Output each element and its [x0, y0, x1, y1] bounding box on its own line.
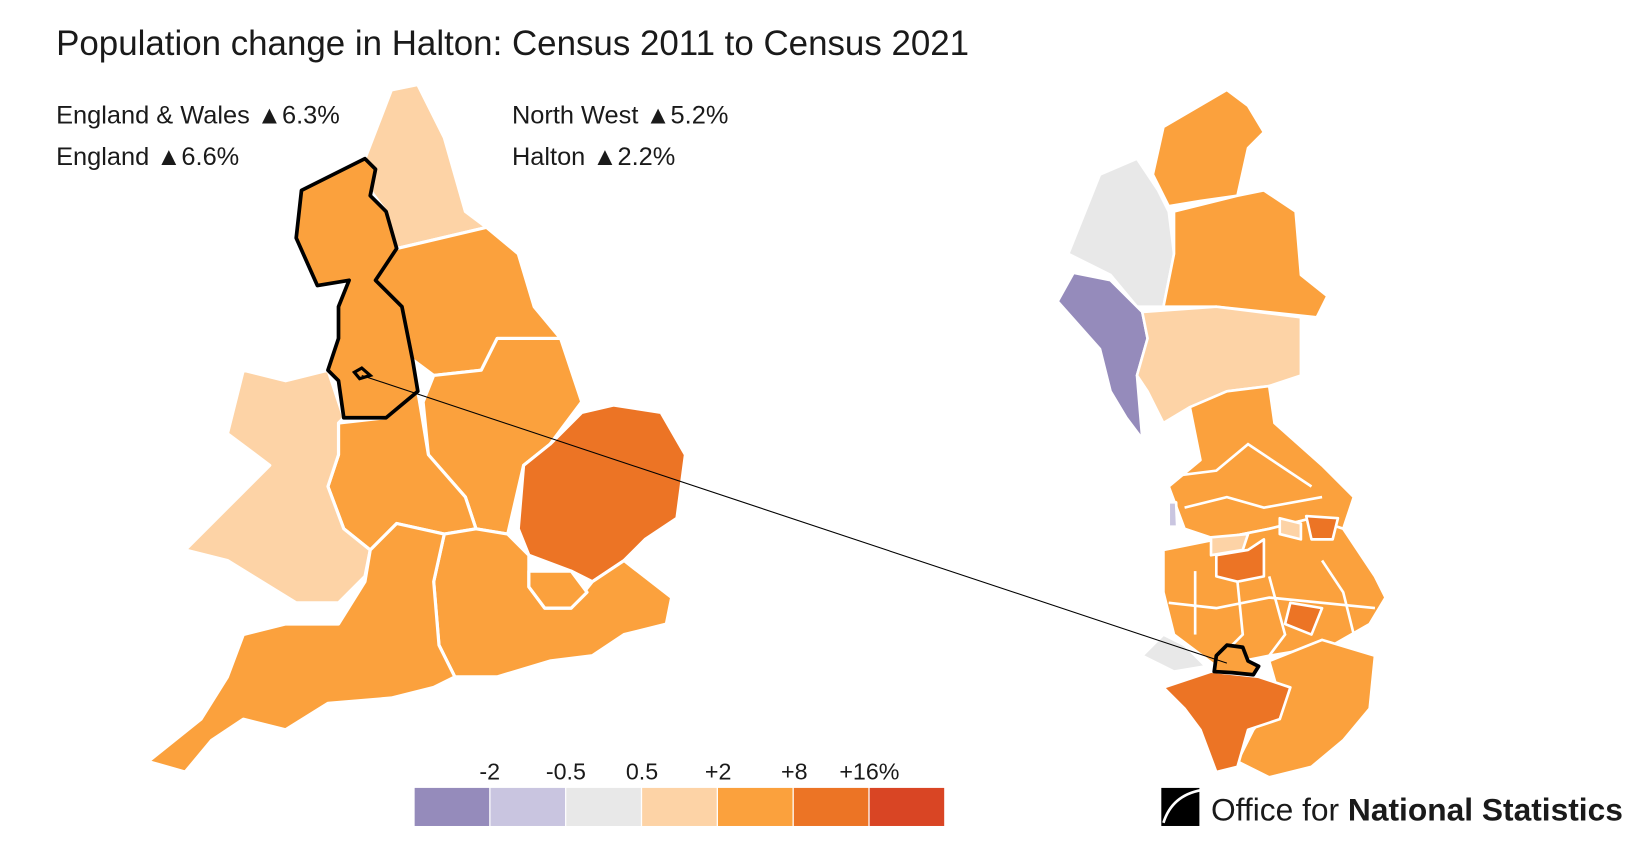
legend-swatch	[414, 787, 490, 826]
connector-line	[361, 374, 1228, 664]
la-area[interactable]	[1283, 601, 1324, 636]
region-south-west[interactable]	[146, 521, 457, 774]
region-north-east[interactable]	[363, 83, 489, 251]
region-east-of-england[interactable]	[516, 403, 687, 584]
la-area[interactable]	[1214, 538, 1266, 584]
la-area[interactable]	[1304, 514, 1340, 541]
la-area[interactable]	[1162, 189, 1329, 319]
legend-swatch	[490, 787, 566, 826]
legend-break: 0.5	[626, 758, 658, 784]
legend-swatch	[793, 787, 869, 826]
stat-north-west: North West ▲5.2%	[512, 102, 728, 130]
legend-break: +2	[705, 758, 732, 784]
la-area[interactable]	[1278, 516, 1303, 541]
ons-logo-text: Office for National Statistics	[1211, 792, 1623, 828]
legend-swatch	[717, 787, 793, 826]
legend-break: +8	[781, 758, 808, 784]
stat-halton: Halton ▲2.2%	[512, 143, 675, 171]
halton-marker	[351, 366, 374, 381]
ons-logo-mark	[1161, 787, 1200, 826]
stat-england-wales: England & Wales ▲6.3%	[56, 102, 340, 130]
la-area[interactable]	[1140, 633, 1208, 673]
la-area[interactable]	[1167, 501, 1179, 529]
north-west-map	[1056, 88, 1387, 779]
england-wales-map	[146, 83, 687, 774]
stat-england: England ▲6.6%	[56, 143, 239, 171]
region-london[interactable]	[527, 569, 589, 610]
legend: -2 -0.5 0.5 +2 +8 +16%	[414, 758, 945, 826]
legend-swatch	[642, 787, 717, 826]
la-area[interactable]	[1151, 88, 1266, 208]
legend-break: -2	[479, 758, 500, 784]
la-boundaries	[1168, 442, 1376, 657]
legend-break: -0.5	[546, 758, 586, 784]
la-area[interactable]	[1209, 532, 1250, 557]
legend-swatch	[566, 787, 641, 826]
region-north-west[interactable]	[294, 156, 420, 420]
legend-break: +16%	[839, 758, 899, 784]
region-wales[interactable]	[183, 368, 372, 605]
la-area[interactable]	[1066, 157, 1176, 309]
ons-logo: Office for National Statistics	[1161, 787, 1623, 828]
halton-outline[interactable]	[1212, 643, 1261, 677]
chart-title: Population change in Halton: Census 2011…	[56, 24, 969, 63]
legend-swatch	[869, 787, 945, 826]
